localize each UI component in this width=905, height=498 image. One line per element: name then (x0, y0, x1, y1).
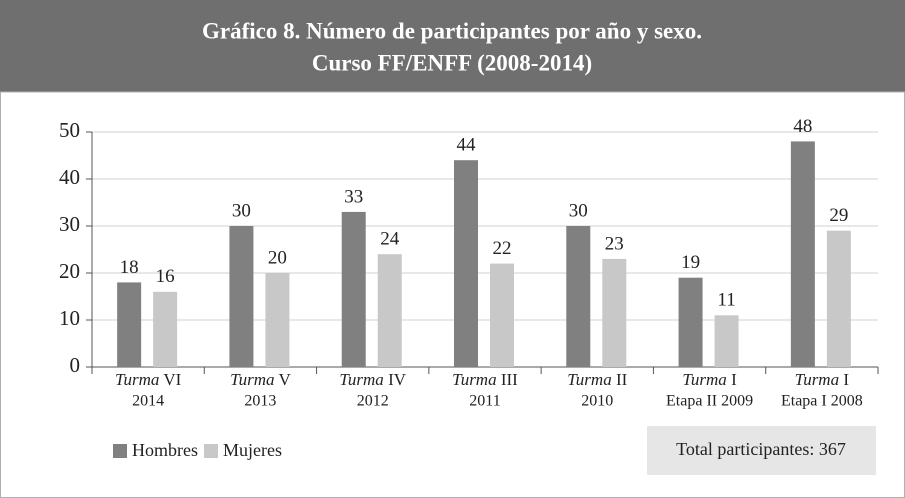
y-tick-label: 10 (59, 306, 80, 330)
y-tick-label: 40 (59, 165, 80, 189)
data-label: 19 (681, 252, 700, 273)
bar (153, 291, 178, 367)
y-tick-label: 30 (59, 212, 80, 236)
x-tick-label-sub: 2010 (581, 393, 613, 410)
bar (377, 254, 402, 367)
x-tick-label: Turma I (795, 370, 850, 389)
data-label: 30 (232, 200, 251, 221)
x-tick-label: Turma V (230, 370, 291, 389)
annotation-box (647, 426, 876, 475)
bar (454, 160, 478, 367)
bar (117, 282, 142, 367)
data-label: 33 (344, 186, 363, 207)
legend-swatch (113, 444, 127, 458)
x-tick-label: Turma IV (339, 370, 406, 389)
data-label: 11 (717, 290, 735, 311)
data-label: 20 (268, 247, 287, 268)
x-tick-label-sub: 2014 (132, 393, 164, 410)
data-label: 48 (793, 116, 812, 137)
x-tick-label: Turma I (682, 370, 737, 389)
bar (490, 263, 514, 367)
x-tick-label-italic: Turma (339, 370, 383, 389)
bar (229, 226, 254, 367)
x-tick-label-sub: Etapa II 2009 (666, 393, 753, 410)
x-tick-label-rest: I (839, 370, 849, 389)
x-tick-label-italic: Turma (682, 370, 726, 389)
data-label: 16 (156, 266, 175, 287)
x-tick-label-italic: Turma (795, 370, 839, 389)
data-label: 18 (120, 257, 139, 278)
x-tick-label: Turma VI (115, 370, 182, 389)
bar (826, 230, 851, 367)
x-tick-label-rest: III (497, 370, 519, 389)
x-tick-label-sub: 2011 (469, 393, 500, 410)
bar (341, 211, 366, 367)
data-label: 22 (493, 238, 512, 259)
x-tick-label-italic: Turma (115, 370, 159, 389)
x-tick-label-italic: Turma (452, 370, 496, 389)
y-tick-label: 50 (59, 118, 80, 142)
legend-label: Hombres (132, 440, 198, 460)
x-tick-label-italic: Turma (567, 370, 611, 389)
x-tick-label-sub: 2013 (244, 393, 276, 410)
data-label: 23 (605, 233, 624, 254)
x-tick-label-rest: II (612, 370, 628, 389)
x-tick-label: Turma III (452, 370, 518, 389)
bar (714, 315, 739, 367)
x-tick-label-sub: 2012 (357, 393, 389, 410)
data-label: 24 (380, 229, 400, 250)
x-tick-label-rest: VI (159, 370, 181, 389)
bar (265, 273, 290, 367)
x-tick-label-rest: I (727, 370, 737, 389)
data-label: 44 (457, 135, 477, 156)
data-label: 30 (569, 200, 588, 221)
x-tick-label: Turma II (567, 370, 627, 389)
x-tick-label-rest: V (275, 370, 292, 389)
bar (678, 277, 703, 367)
x-tick-label-rest: IV (384, 370, 407, 389)
bar (790, 141, 815, 367)
bar (602, 258, 627, 367)
chart-title: Curso FF/ENFF (2008-2014) (312, 50, 592, 75)
y-tick-label: 0 (70, 353, 81, 377)
chart-title: Gráfico 8. Número de participantes por a… (202, 18, 702, 43)
data-label: 29 (829, 205, 848, 226)
legend-swatch (204, 444, 218, 458)
y-tick-label: 20 (59, 259, 80, 283)
annotation: Total participantes: 367 (676, 439, 846, 459)
legend-label: Mujeres (223, 440, 282, 460)
x-tick-label-sub: Etapa I 2008 (781, 393, 863, 410)
bar (566, 226, 591, 367)
title-band (0, 0, 905, 92)
x-tick-label-italic: Turma (230, 370, 274, 389)
